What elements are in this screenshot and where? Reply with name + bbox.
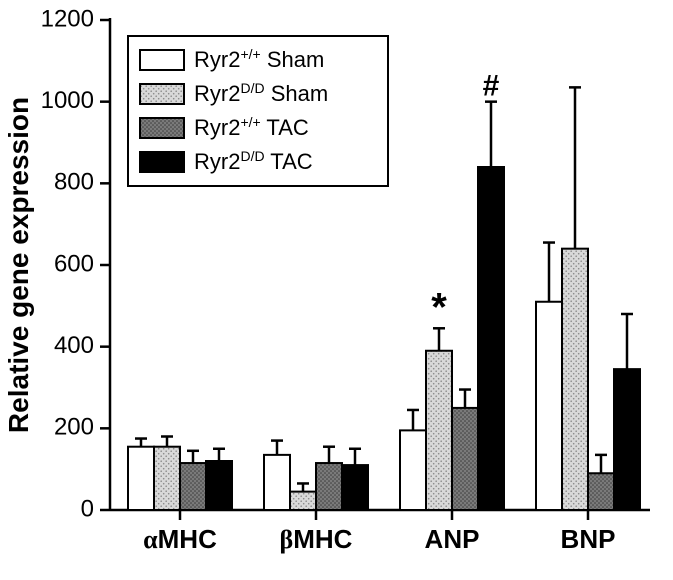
y-tick-label: 600 <box>54 250 94 277</box>
bar <box>128 447 154 510</box>
bar <box>478 167 504 510</box>
bar <box>342 465 368 510</box>
bar <box>614 369 640 510</box>
bar <box>400 430 426 510</box>
y-tick-label: 800 <box>54 169 94 196</box>
bar <box>536 302 562 510</box>
bar <box>426 351 452 510</box>
legend-swatch <box>140 50 184 70</box>
bar <box>154 447 180 510</box>
bar <box>290 492 316 510</box>
legend-swatch <box>140 118 184 138</box>
y-tick-label: 400 <box>54 332 94 359</box>
legend-swatch <box>140 152 184 172</box>
y-tick-label: 200 <box>54 414 94 441</box>
bar <box>452 408 478 510</box>
annotation: * <box>431 285 447 329</box>
bar <box>562 249 588 510</box>
x-tick-label: αMHC <box>143 524 217 554</box>
y-tick-label: 0 <box>81 495 94 522</box>
bar <box>588 473 614 510</box>
annotation: # <box>483 70 500 103</box>
bar <box>206 461 232 510</box>
bar-chart: 0 200 400 600 800 1000 1200 Relative gene expre… <box>0 0 673 580</box>
y-tick-label: 1000 <box>41 87 94 114</box>
x-tick-label: BNP <box>561 524 616 554</box>
legend-swatch <box>140 84 184 104</box>
x-tick-label: βMHC <box>280 524 353 554</box>
y-axis-label: Relative gene expression <box>3 97 34 433</box>
x-tick-label: ANP <box>425 524 480 554</box>
bar <box>316 463 342 510</box>
bar <box>180 463 206 510</box>
bar <box>264 455 290 510</box>
legend: Ryr2+/+ ShamRyr2D/D ShamRyr2+/+ TACRyr2D… <box>128 36 388 186</box>
y-tick-label: 1200 <box>41 5 94 32</box>
